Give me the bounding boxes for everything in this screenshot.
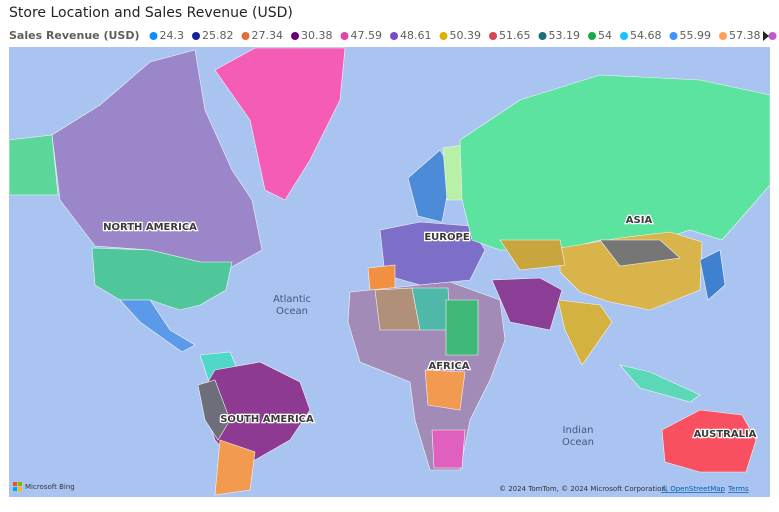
legend-next-arrow[interactable] (763, 31, 769, 41)
legend-label: 47.59 (351, 29, 383, 42)
japan (699, 249, 726, 301)
legend: Sales Revenue (USD) 24.3 25.82 27.34 30.38 4… (9, 29, 779, 42)
legend-marker (291, 32, 300, 40)
continent-label: AUSTRALIA (694, 429, 757, 440)
ocean-label: Ocean (562, 437, 594, 448)
legend-marker (192, 32, 201, 40)
map[interactable]: NORTH AMERICA EUROPE ASIA AFRICA SOUTH A… (8, 47, 771, 497)
drc (424, 369, 466, 411)
usa (91, 247, 233, 311)
legend-marker (489, 32, 498, 40)
continent-label: NORTH AMERICA (103, 222, 197, 233)
attribution-link[interactable]: © OpenStreetMap (661, 485, 726, 493)
continent-label: ASIA (626, 215, 653, 226)
continent-label: SOUTH AMERICA (220, 414, 314, 425)
peru (197, 379, 231, 441)
australia (661, 409, 757, 473)
legend-marker (439, 32, 448, 40)
legend-marker (588, 32, 597, 40)
argentina (214, 439, 256, 496)
legend-label: 50.39 (450, 29, 482, 42)
se-asia (619, 364, 701, 403)
greenland (214, 47, 346, 201)
mexico (119, 299, 196, 353)
mongolia (599, 239, 681, 267)
india (557, 299, 613, 366)
ocean-label: Atlantic (273, 294, 311, 305)
continent-label: EUROPE (424, 232, 469, 243)
legend-label: 54.68 (630, 29, 662, 42)
canada (51, 49, 263, 269)
bing-logo: Microsoft Bing (13, 482, 75, 491)
legend-label: 27.34 (252, 29, 284, 42)
ocean-label: Indian (563, 425, 594, 436)
legend-label: 24.3 (160, 29, 185, 42)
legend-label: 51.65 (499, 29, 531, 42)
sudan (445, 299, 479, 356)
terms-link[interactable]: Terms (727, 485, 749, 493)
kazakhstan (499, 239, 566, 271)
legend-label: 48.61 (400, 29, 432, 42)
legend-marker (719, 32, 728, 40)
legend-marker (669, 32, 678, 40)
legend-marker (620, 32, 629, 40)
legend-label: 57.38 (729, 29, 761, 42)
legend-marker (768, 32, 777, 40)
legend-label: 53.19 (549, 29, 581, 42)
legend-label: 54 (598, 29, 612, 42)
iberia (367, 264, 396, 291)
russia (459, 74, 771, 251)
legend-label: 25.82 (202, 29, 234, 42)
legend-marker (340, 32, 349, 40)
visual-title: Store Location and Sales Revenue (USD) (9, 5, 293, 21)
legend-title: Sales Revenue (USD) (9, 29, 140, 42)
legend-marker (538, 32, 547, 40)
provider: Microsoft Bing (25, 483, 75, 491)
legend-label: 55.99 (680, 29, 712, 42)
alaska (8, 134, 59, 196)
middle-east (491, 277, 563, 331)
legend-marker (241, 32, 250, 40)
continent-label: AFRICA (428, 361, 469, 372)
legend-marker (149, 32, 158, 40)
ocean-label: Ocean (276, 306, 308, 317)
legend-label: 30.38 (301, 29, 333, 42)
attribution: © 2024 TomTom, © 2024 Microsoft Corporat… (499, 485, 668, 493)
legend-marker (390, 32, 399, 40)
south-africa (431, 429, 466, 469)
